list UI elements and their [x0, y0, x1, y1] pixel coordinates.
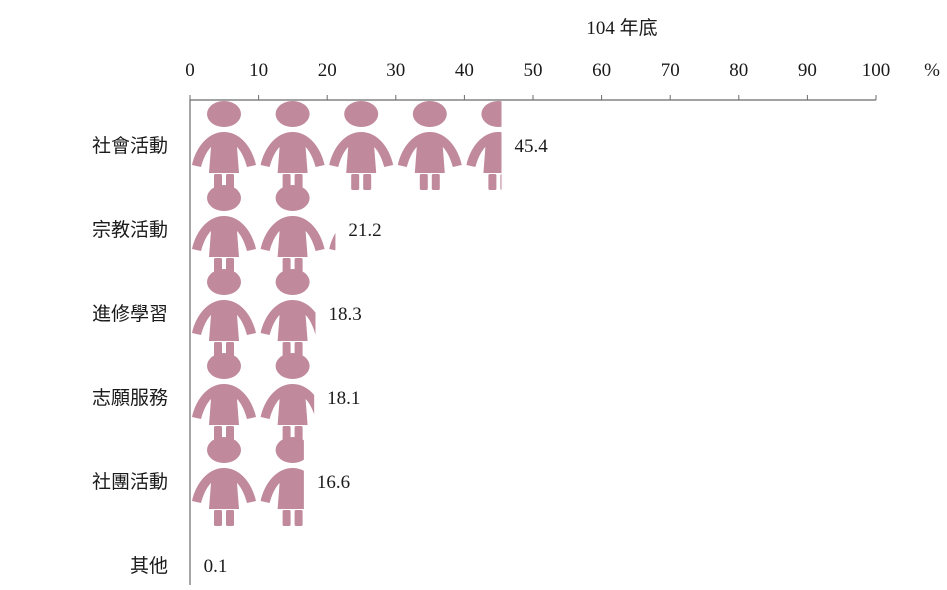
- bar: [192, 269, 316, 358]
- value-label: 21.2: [348, 220, 381, 241]
- chart-title: 104 年底: [586, 17, 657, 39]
- bar-row: 進修學習 18.3: [92, 269, 362, 358]
- bar-row: 志願服務 18.1: [92, 353, 360, 442]
- value-label: 0.1: [204, 556, 228, 577]
- x-tick-label: 0: [185, 60, 195, 81]
- bar: [192, 353, 315, 442]
- person-icon: [260, 353, 315, 442]
- x-tick-label: 10: [249, 60, 268, 81]
- bar: [192, 437, 304, 526]
- unit-label: %: [924, 60, 940, 81]
- x-tick-label: 20: [318, 60, 337, 81]
- category-label: 社會活動: [92, 135, 168, 157]
- person-icon: [192, 437, 256, 526]
- person-icon: [260, 437, 304, 526]
- x-tick-label: 70: [661, 60, 680, 81]
- category-label: 進修學習: [92, 303, 168, 325]
- person-icon: [192, 185, 256, 274]
- person-icon: [260, 269, 316, 358]
- bar: [192, 101, 502, 190]
- value-label: 16.6: [317, 472, 350, 493]
- value-label: 18.1: [327, 388, 360, 409]
- person-icon: [397, 101, 462, 190]
- person-icon: [192, 353, 256, 442]
- category-label: 宗教活動: [92, 219, 168, 241]
- x-tick-label: 90: [798, 60, 817, 81]
- x-tick-label: 40: [455, 60, 474, 81]
- category-label: 社團活動: [92, 471, 168, 493]
- category-label: 志願服務: [92, 387, 168, 409]
- person-icon: [192, 269, 256, 358]
- person-icon: [260, 185, 325, 274]
- x-tick-label: 80: [729, 60, 748, 81]
- x-tick-label: 30: [386, 60, 405, 81]
- x-tick-label: 60: [592, 60, 611, 81]
- x-axis-ticks: 0 10 20 30 40 50 60 70 80 90 100: [185, 60, 890, 100]
- bar-row: 宗教活動 21.2: [92, 185, 382, 274]
- bar-row: 社團活動 16.6: [92, 437, 350, 526]
- person-icon: [260, 101, 325, 190]
- value-label: 45.4: [514, 136, 548, 157]
- x-tick-label: 50: [524, 60, 543, 81]
- value-label: 18.3: [329, 304, 362, 325]
- bar-row: 其他 0.1: [130, 555, 228, 577]
- x-tick-label: 100: [862, 60, 891, 81]
- person-icon: [192, 101, 256, 190]
- bar-row: 社會活動 45.4: [92, 101, 548, 190]
- category-label: 其他: [130, 555, 168, 577]
- bars: 社會活動 45.4 宗教活動 21.2 進修學習 18.3 志願服務 18.1 社團活動 16.6…: [92, 101, 548, 577]
- person-icon: [329, 101, 394, 190]
